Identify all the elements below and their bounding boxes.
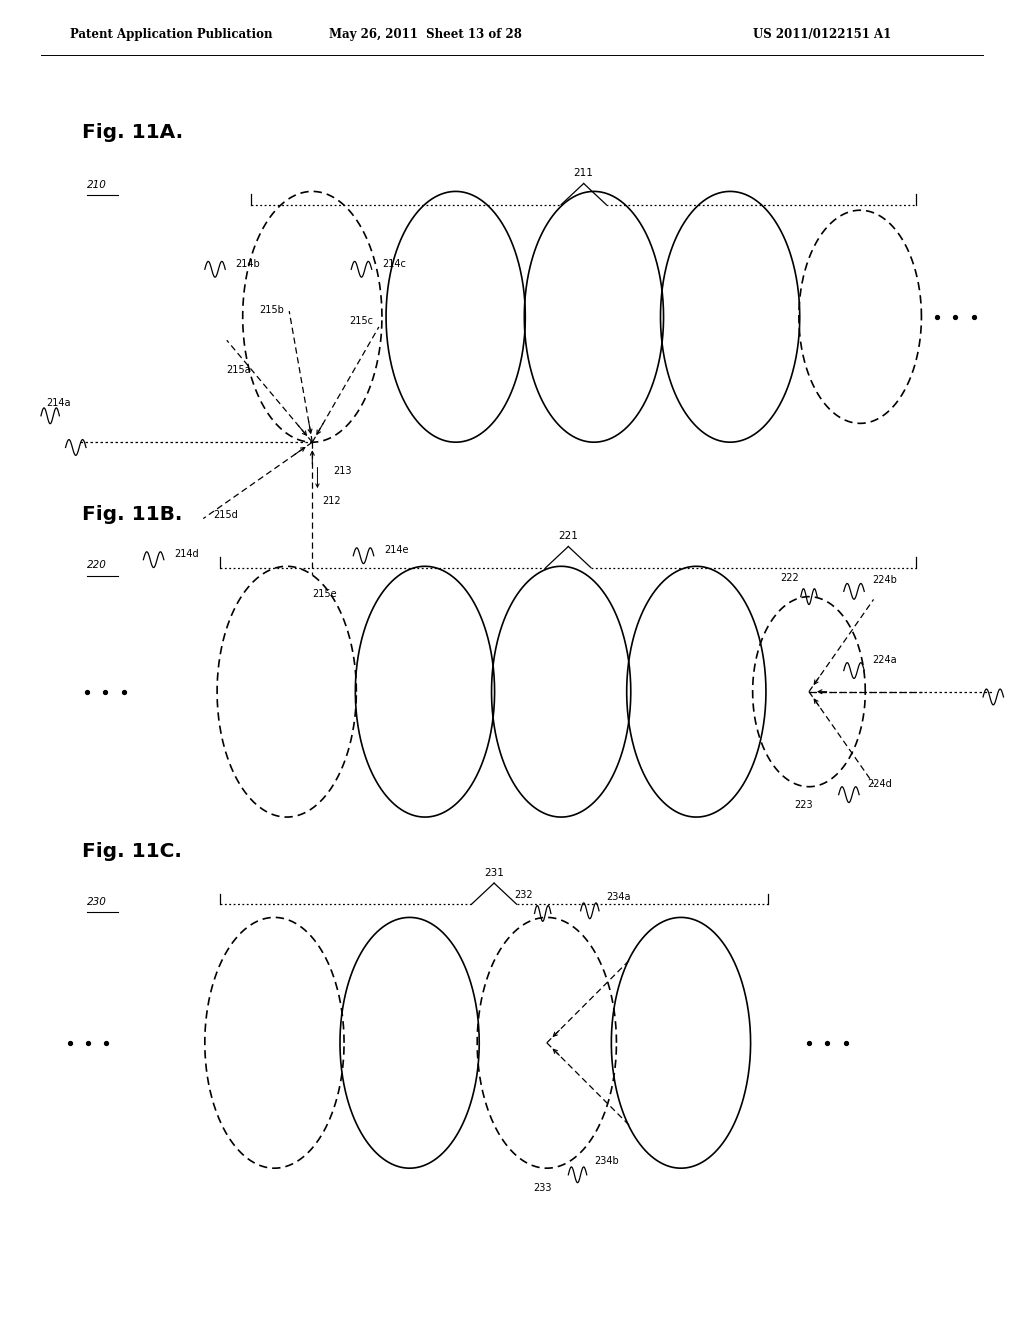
Text: 215e: 215e	[312, 589, 337, 599]
Text: Patent Application Publication: Patent Application Publication	[70, 28, 272, 41]
Text: 223: 223	[795, 800, 813, 810]
Text: 215d: 215d	[213, 510, 238, 520]
Text: Fig. 11C.: Fig. 11C.	[82, 842, 182, 861]
Text: 231: 231	[484, 867, 504, 878]
Text: 220: 220	[87, 560, 106, 570]
Text: 211: 211	[573, 168, 594, 178]
Text: 210: 210	[87, 180, 106, 190]
Text: 224b: 224b	[872, 576, 897, 586]
Text: 214b: 214b	[236, 259, 260, 269]
Text: 234a: 234a	[606, 892, 631, 903]
Text: 234b: 234b	[594, 1156, 618, 1167]
Text: 232: 232	[514, 890, 532, 900]
Text: Fig. 11B.: Fig. 11B.	[82, 506, 182, 524]
Text: May 26, 2011  Sheet 13 of 28: May 26, 2011 Sheet 13 of 28	[329, 28, 521, 41]
Text: US 2011/0122151 A1: US 2011/0122151 A1	[753, 28, 891, 41]
Text: 221: 221	[558, 531, 579, 541]
Text: 215c: 215c	[349, 315, 374, 326]
Text: 215b: 215b	[259, 305, 284, 315]
Text: 212: 212	[323, 496, 341, 507]
Text: 215a: 215a	[226, 364, 251, 375]
Text: Fig. 11A.: Fig. 11A.	[82, 123, 183, 141]
Text: 224d: 224d	[867, 779, 892, 789]
Text: 214c: 214c	[382, 259, 406, 269]
Text: 230: 230	[87, 896, 106, 907]
Text: 214a: 214a	[46, 397, 71, 408]
Text: 213: 213	[333, 466, 351, 477]
Text: 214e: 214e	[384, 545, 409, 556]
Text: 222: 222	[780, 573, 799, 583]
Text: 224a: 224a	[872, 655, 897, 665]
Text: 233: 233	[534, 1183, 552, 1193]
Text: 214d: 214d	[174, 549, 199, 560]
